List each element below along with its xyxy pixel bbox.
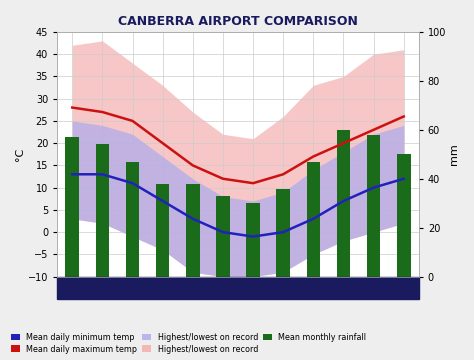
Y-axis label: °C: °C	[15, 148, 25, 161]
Bar	[57, 276, 419, 299]
Title: CANBERRA AIRPORT COMPARISON: CANBERRA AIRPORT COMPARISON	[118, 15, 358, 28]
Bar	[216, 196, 230, 276]
Bar	[367, 135, 381, 276]
Bar	[96, 144, 109, 276]
Bar	[397, 154, 410, 276]
Bar	[65, 137, 79, 276]
Bar	[307, 162, 320, 276]
Y-axis label: mm: mm	[449, 143, 459, 165]
Bar	[276, 189, 290, 276]
Bar	[156, 184, 169, 276]
Bar	[126, 162, 139, 276]
Bar	[246, 203, 260, 276]
Legend: Mean daily minimum temp, Mean daily maximum temp, Highest/lowest on record, High: Mean daily minimum temp, Mean daily maxi…	[9, 330, 369, 356]
Bar	[337, 130, 350, 276]
Bar	[186, 184, 200, 276]
